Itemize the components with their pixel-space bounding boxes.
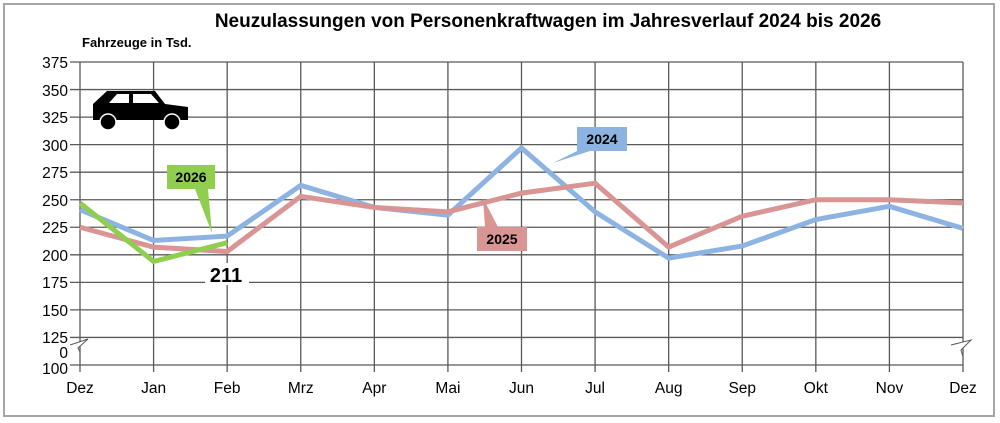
y-tick-label: 0 [59,345,68,362]
x-tick-label: Aug [655,380,683,397]
chart-title: Neuzulassungen von Personenkraftwagen im… [215,11,881,32]
y-tick-label: 200 [42,248,68,265]
x-tick-label: Mai [435,380,460,397]
y-tick-label: 175 [42,275,68,292]
x-tick-label: Nov [876,380,904,397]
y-tick-label: 100 [42,361,68,378]
car-icon [93,91,188,131]
axis-break-right [950,339,973,358]
x-tick-label: Sep [728,380,756,397]
legend-label-2025: 2025 [486,231,517,247]
callout-pointer [483,198,498,227]
axis-break-left [69,338,89,353]
x-tick-label: Feb [214,380,241,397]
legend-callout-2024 [577,127,627,151]
x-tick-label: Jan [141,380,166,397]
y-axis-label: Fahrzeuge in Tsd. [82,35,192,50]
callout-pointer [553,151,590,163]
y-tick-label: 150 [42,303,68,320]
chart-border [3,3,995,417]
y-tick-label: 250 [42,193,68,210]
y-tick-label: 300 [42,138,68,155]
x-tick-label: Jul [585,380,605,397]
legend-callout-2025 [477,227,527,251]
y-tick-label: 275 [42,165,68,182]
x-tick-label: Apr [362,380,386,397]
x-tick-label: Mrz [288,380,314,397]
y-tick-label: 350 [42,83,68,100]
legend-callout-2026 [167,165,215,189]
x-tick-label: Dez [66,380,94,397]
x-tick-label: Jun [509,380,534,397]
data-label-211: 211 [210,265,242,287]
legend-label-2024: 2024 [586,131,617,147]
x-tick-label: Dez [949,380,977,397]
callout-pointer [195,189,212,233]
x-tick-label: Okt [804,380,829,397]
y-tick-label: 225 [42,220,68,237]
y-tick-label: 325 [42,110,68,127]
annotation-bg [205,263,249,285]
y-tick-label: 125 [42,330,68,347]
legend-label-2026: 2026 [175,169,206,185]
y-tick-label: 375 [42,55,68,72]
